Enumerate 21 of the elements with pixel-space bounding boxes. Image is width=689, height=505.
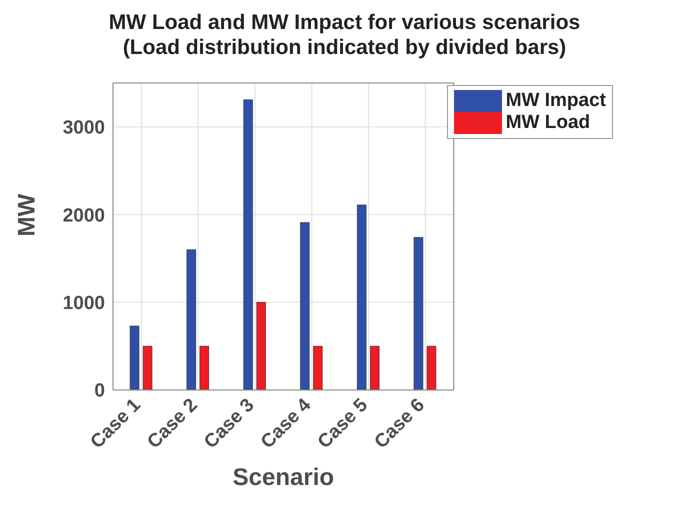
bar	[243, 99, 253, 390]
bar	[426, 346, 436, 390]
x-axis-title: Scenario	[232, 464, 334, 491]
bar	[414, 237, 424, 390]
bar	[370, 346, 380, 390]
y-axis-title: MW	[14, 194, 41, 236]
bar	[313, 346, 323, 390]
bar	[200, 346, 210, 390]
legend-label: MW Impact	[504, 90, 606, 112]
bar	[130, 326, 140, 390]
bar	[142, 346, 152, 390]
y-tick-label: 0	[94, 380, 105, 402]
bar	[356, 204, 366, 390]
bar	[256, 302, 266, 390]
bar	[186, 249, 196, 390]
chart-title: MW Load and MW Impact for various scenarios (Load distribution indicated by divided bars)	[108, 10, 582, 60]
y-tick-label: 2000	[62, 205, 105, 226]
y-tick-label: 1000	[62, 293, 105, 314]
legend-label: MW Load	[504, 112, 592, 134]
y-tick-label: 3000	[62, 118, 105, 139]
bar	[300, 222, 310, 390]
